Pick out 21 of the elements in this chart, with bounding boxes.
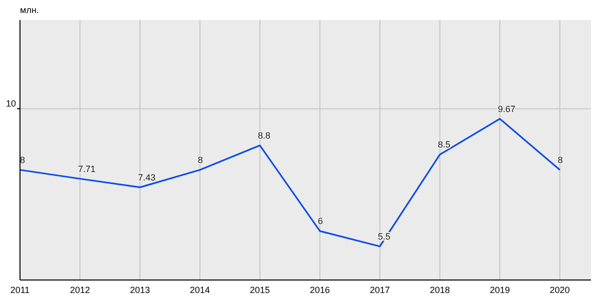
data-label: 8.8: [258, 130, 270, 140]
x-tick-label: 2012: [70, 285, 90, 295]
x-tick-label: 2013: [130, 285, 150, 295]
data-label: 8: [20, 154, 26, 165]
x-tick-label: 2016: [310, 285, 330, 295]
data-label: 7.43: [138, 172, 156, 182]
data-label: 9.67: [498, 104, 516, 114]
data-label: 6: [318, 216, 323, 226]
data-label: 8.5: [438, 140, 450, 150]
x-tick-label: 2011: [10, 285, 30, 295]
ref-line-label: 10: [6, 98, 16, 109]
x-tick-label: 2017: [370, 285, 390, 295]
data-label: 7.71: [78, 164, 96, 174]
x-tick-label: 2018: [430, 285, 450, 295]
x-tick-label: 2015: [250, 285, 270, 295]
x-tick-label: 2014: [190, 285, 210, 295]
x-tick-label: 2019: [490, 285, 510, 295]
x-tick-label: 2020: [550, 285, 570, 295]
y-axis-title: млн.: [20, 5, 39, 15]
data-label: 8: [558, 154, 563, 165]
data-label: 8: [198, 154, 203, 165]
